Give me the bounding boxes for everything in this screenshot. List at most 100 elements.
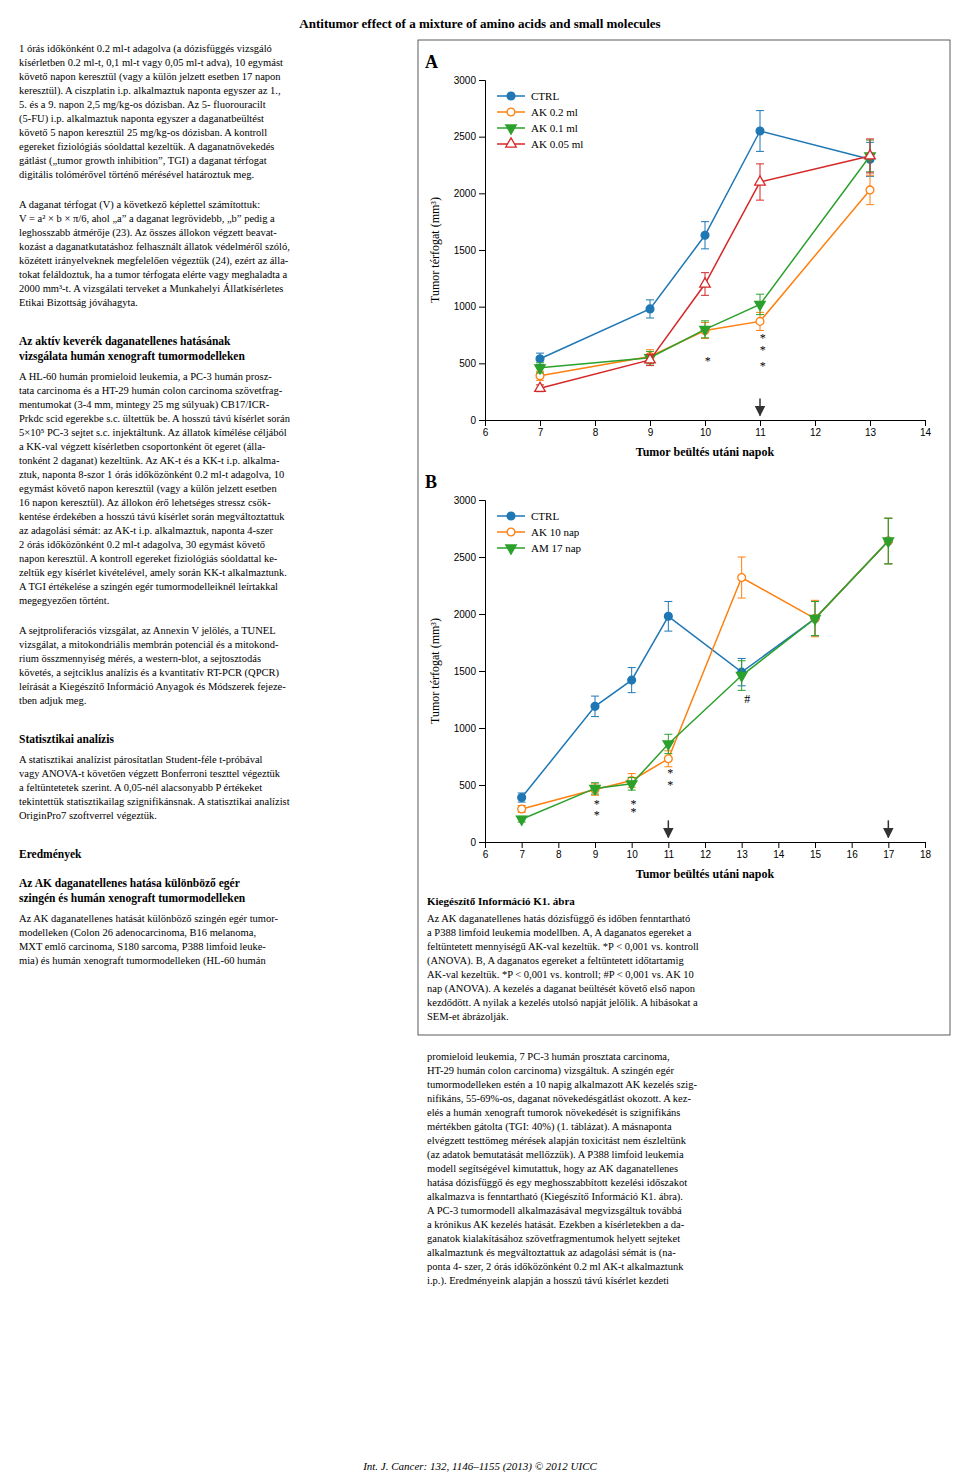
body-text: követő 5 napon keresztül 25 mg/kg-os dóz… <box>19 127 267 138</box>
x-tick-mark <box>888 842 889 848</box>
x-tick-mark <box>705 420 706 426</box>
legend-item: AM 17 nap <box>497 542 582 554</box>
legend-marker <box>506 125 517 134</box>
body-text: 2000 mm³-t. A vizsgálati terveket a Munk… <box>19 283 283 294</box>
point <box>590 785 601 794</box>
legend-marker <box>507 512 515 520</box>
point <box>645 354 656 363</box>
body-text: kísérletben 0.2 ml-t, 0,1 ml-t vagy 0,05… <box>19 57 283 69</box>
heading: vizsgálata humán xenograft tumormodellek… <box>19 350 245 363</box>
x-tick: 7 <box>519 842 525 860</box>
x-axis-title: Tumor beültés utáni napok <box>636 445 775 459</box>
body-text: tata carcinoma és a HT-29 humán colon ca… <box>19 385 283 396</box>
y-tick-label: 2500 <box>454 131 477 142</box>
x-tick-label: 13 <box>865 427 877 438</box>
x-tick: 9 <box>593 842 599 860</box>
x-tick-label: 6 <box>483 849 489 860</box>
y-tick-label: 1000 <box>454 301 477 312</box>
x-tick: 13 <box>865 420 877 438</box>
series-line <box>540 156 870 388</box>
heading: Eredmények <box>19 848 82 861</box>
x-tick-mark <box>668 842 669 848</box>
x-tick-mark <box>852 842 853 848</box>
legend-marker <box>507 92 515 100</box>
body-text: elés a humán xenograft tumorok növekedés… <box>427 1107 680 1118</box>
legend-marker <box>507 108 515 116</box>
y-tick-label: 1500 <box>454 666 477 677</box>
y-tick-label: 500 <box>459 780 476 791</box>
legend-label: CTRL <box>531 510 559 522</box>
x-axis: 67891011121314 <box>483 420 932 438</box>
point <box>646 305 654 313</box>
y-axis-title: Tumor térfogat (mm³) <box>428 197 442 303</box>
x-tick: 11 <box>755 420 766 438</box>
y-tick-mark <box>479 842 485 843</box>
x-tick-label: 14 <box>920 427 932 438</box>
x-tick-mark <box>760 420 761 426</box>
error-bar <box>866 175 874 204</box>
point <box>755 176 766 185</box>
heading: Statisztikai analízis <box>19 733 114 745</box>
plot-marks <box>516 518 893 825</box>
x-tick: 12 <box>700 842 712 860</box>
legend-marker <box>507 528 515 536</box>
panel-label: B <box>425 472 437 492</box>
series-line <box>540 131 870 359</box>
point <box>518 794 526 802</box>
body-text: A PC-3 tumormodell alkalmazásával megviz… <box>427 1205 682 1216</box>
x-tick-mark <box>595 842 596 848</box>
legend-label: AK 0.1 ml <box>531 122 578 134</box>
point <box>663 741 674 750</box>
x-tick-label: 10 <box>700 427 712 438</box>
y-tick-mark <box>479 671 485 672</box>
body-text: Prkdc scid egerekbe s.c. ültettük be. A … <box>19 413 291 424</box>
body-text: (5-FU) i.p. alkalmaztuk naponta egyszer … <box>19 113 264 125</box>
x-tick-label: 6 <box>483 427 489 438</box>
body-text: tekintettük statisztikailag szignifikáns… <box>19 796 290 807</box>
y-tick: 2000 <box>454 188 485 199</box>
y-tick-label: 3000 <box>454 495 477 506</box>
legend-item: CTRL <box>497 90 559 102</box>
body-text: egymást követő napon keresztül (vagy a k… <box>19 483 277 495</box>
y-axis: 050010001500200025003000 <box>454 495 486 848</box>
legend: CTRLAK 10 napAM 17 nap <box>497 510 582 554</box>
x-tick-label: 14 <box>773 849 785 860</box>
body-text: V = a² × b × π/6, ahol „a” a daganat leg… <box>19 213 275 224</box>
caption-line: kezdődött. A nyilak a kezelés utolsó nap… <box>427 997 698 1008</box>
y-tick: 2000 <box>454 609 485 620</box>
arrow <box>888 820 890 837</box>
body-text: A sejtproliferaciós vizsgálat, az Annexi… <box>19 625 276 636</box>
y-tick-label: 0 <box>470 415 476 426</box>
body-text: zeltük egy kísérlet kivételével, amely s… <box>19 567 287 578</box>
legend-item: AK 0.2 ml <box>497 106 578 118</box>
x-tick-label: 12 <box>700 849 712 860</box>
annotation: * <box>594 797 600 811</box>
heading: Az AK daganatellenes hatása különböző eg… <box>19 877 240 890</box>
page-title: Antitumor effect of a mixture of amino a… <box>299 16 660 31</box>
x-tick-label: 13 <box>737 849 749 860</box>
body-text: megegyezően történt. <box>19 595 109 606</box>
annotation: * <box>631 805 637 819</box>
y-axis: 050010001500200025003000 <box>454 75 486 426</box>
x-tick-label: 15 <box>810 849 822 860</box>
caption-line: SEM-et ábrázolják. <box>427 1011 509 1022</box>
caption-line: (ANOVA). B, A daganatos egereket a feltü… <box>427 955 684 967</box>
heading: Az aktív keverék daganatellenes hatásána… <box>19 335 231 348</box>
point <box>516 816 527 825</box>
x-tick-mark <box>540 420 541 426</box>
point <box>591 702 599 710</box>
point <box>883 538 894 547</box>
body-text: nifikáns, 55-69%-os, daganat növekedésgá… <box>427 1093 691 1104</box>
x-tick-mark <box>778 842 779 848</box>
x-tick-mark <box>595 420 596 426</box>
arrow <box>759 398 761 415</box>
x-tick: 11 <box>664 842 675 860</box>
point <box>628 676 636 684</box>
x-tick: 18 <box>920 842 932 860</box>
legend-label: AM 17 nap <box>531 542 582 554</box>
x-tick-mark <box>870 420 871 426</box>
x-tick: 8 <box>593 420 599 438</box>
x-tick-mark <box>705 842 706 848</box>
point <box>700 326 711 335</box>
error-bar <box>646 300 654 318</box>
